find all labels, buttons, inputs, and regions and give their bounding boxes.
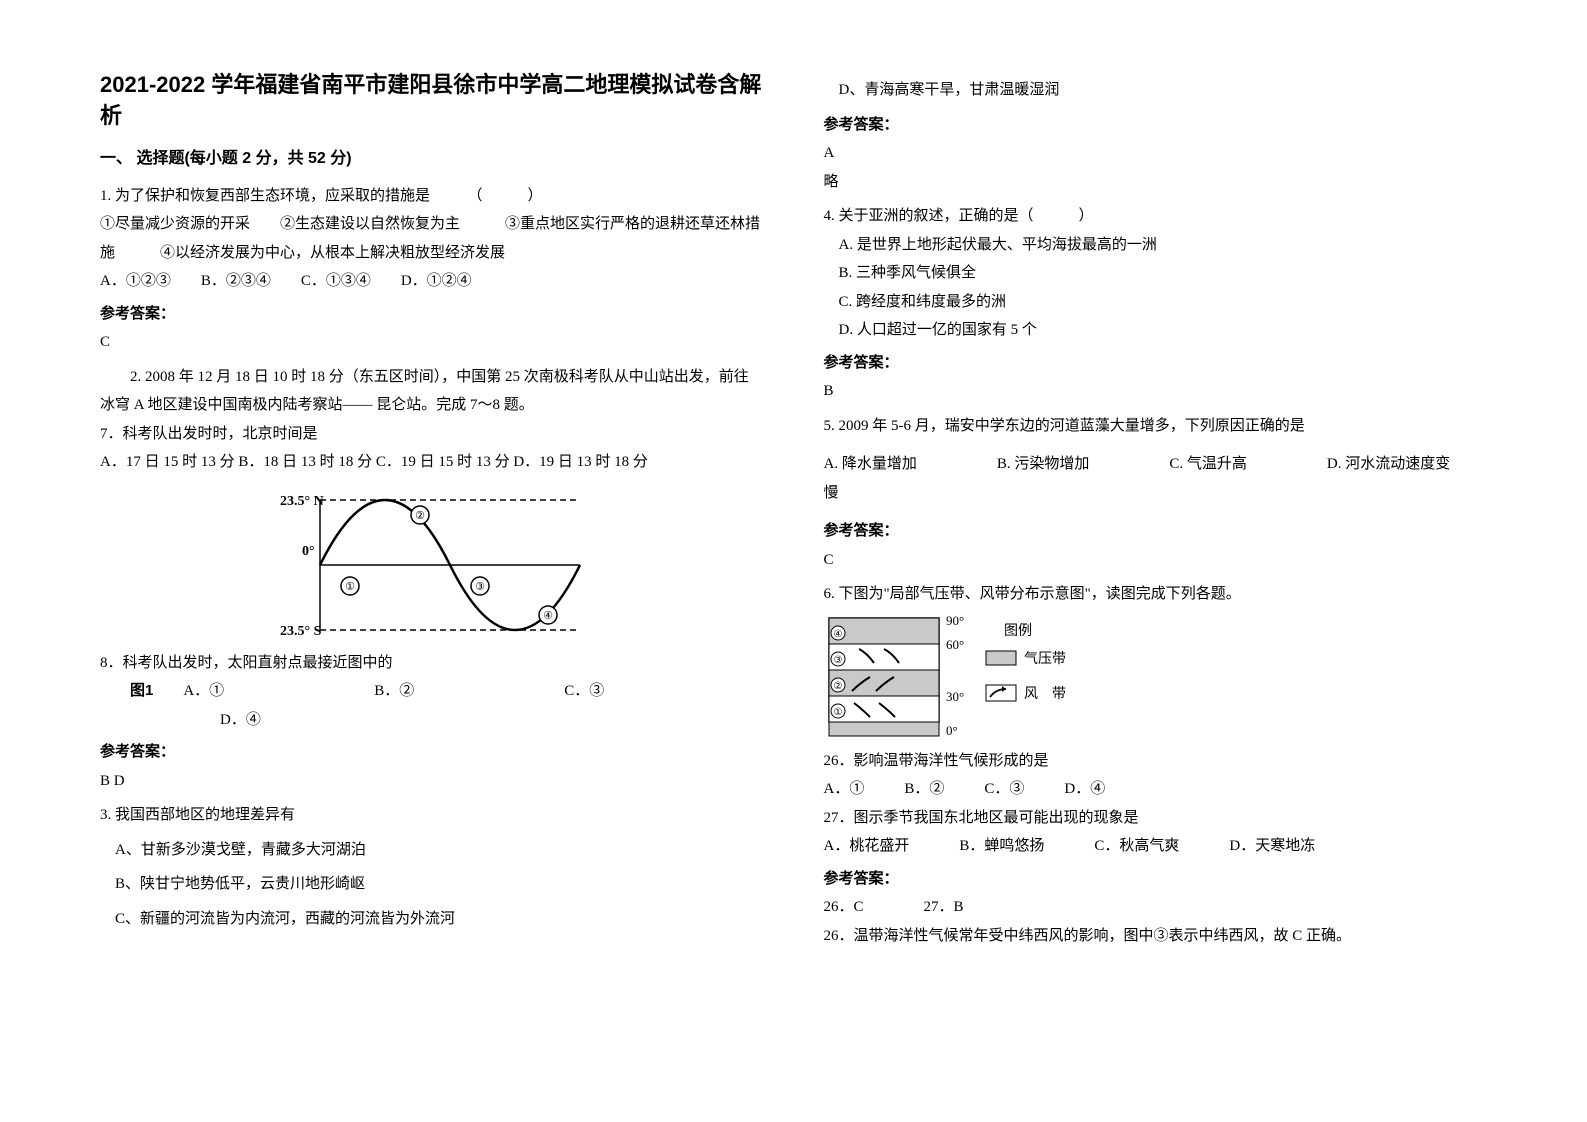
q1: 1. 为了保护和恢复西部生态环境，应采取的措施是 （ ） ①尽量减少资源的开采 … [100, 182, 764, 357]
legend-title: 图例 [1004, 623, 1032, 639]
svg-text:④: ④ [833, 629, 842, 640]
q5-opt-c: C. 气温升高 [1169, 450, 1247, 479]
svg-text:①: ① [833, 707, 842, 718]
svg-text:③: ③ [833, 655, 842, 666]
q6-stem: 6. 下图为"局部气压带、风带分布示意图"，读图完成下列各题。 [824, 580, 1488, 609]
lat-23n: 23.5° N [280, 494, 324, 509]
answer-label: 参考答案： [824, 517, 1488, 546]
q1-stem: 1. 为了保护和恢复西部生态环境，应采取的措施是 （ ） [100, 182, 764, 211]
svg-text:②: ② [833, 681, 842, 692]
q8-stem: 8．科考队出发时，太阳直射点最接近图中的 [100, 649, 393, 678]
q8-opt-a: A．① [183, 677, 224, 706]
q27-stem: 27．图示季节我国东北地区最可能出现的现象是 [824, 804, 1488, 833]
q4-answer: B [824, 377, 1488, 406]
q7-options: A．17 日 15 时 13 分 B．18 日 13 时 18 分 C．19 日… [100, 448, 764, 477]
q5-opt-d-tail: 慢 [824, 479, 1488, 508]
q5-answer: C [824, 546, 1488, 575]
q2-intro: 2. 2008 年 12 月 18 日 10 时 18 分（东五区时间），中国第… [100, 363, 764, 420]
q4-opt-d: D. 人口超过一亿的国家有 5 个 [824, 316, 1488, 345]
q6: 6. 下图为"局部气压带、风带分布示意图"，读图完成下列各题。 ① ② [824, 580, 1488, 950]
q26-opt-a: A．① [824, 775, 865, 804]
q8-opt-d: D．④ [220, 706, 764, 735]
mark-3: ③ [475, 581, 485, 593]
answer-label: 参考答案： [824, 349, 1488, 378]
answer-label: 参考答案： [100, 738, 764, 767]
mark-1: ① [345, 581, 355, 593]
q5: 5. 2009 年 5-6 月，瑞安中学东边的河道蓝藻大量增多，下列原因正确的是… [824, 412, 1488, 575]
q4-opt-a: A. 是世界上地形起伏最大、平均海拔最高的一洲 [824, 231, 1488, 260]
q3-explain: 略 [824, 168, 1488, 197]
q3-opt-b: B、陕甘宁地势低平，云贵川地形崎岖 [100, 870, 764, 899]
q26-opt-d: D．④ [1064, 775, 1105, 804]
section-header: 一、 选择题(每小题 2 分，共 52 分) [100, 144, 764, 174]
q5-opt-d: D. 河水流动速度变 [1327, 450, 1450, 479]
q26-opt-b: B．② [904, 775, 944, 804]
q26-stem: 26．影响温带海洋性气候形成的是 [824, 747, 1488, 776]
answer-label: 参考答案： [824, 111, 1488, 140]
q4: 4. 关于亚洲的叙述，正确的是（ ） A. 是世界上地形起伏最大、平均海拔最高的… [824, 202, 1488, 406]
svg-text:0°: 0° [946, 723, 958, 738]
q3-opt-d: D、青海高寒干旱，甘肃温暖湿润 [824, 76, 1488, 105]
legend-wind: 风 带 [1024, 686, 1066, 702]
figure-1-sine-wave: ① ② ③ ④ 23.5° N 0° 23.5° S [280, 485, 600, 645]
mark-4: ④ [543, 610, 553, 622]
legend-pressure: 气压带 [1024, 651, 1066, 667]
q5-opt-b: B. 污染物增加 [997, 450, 1090, 479]
answer-label: 参考答案： [824, 865, 1488, 894]
svg-text:30°: 30° [946, 689, 964, 704]
q3-opt-a: A、甘新多沙漠戈壁，青藏多大河湖泊 [100, 836, 764, 865]
page-title: 2021-2022 学年福建省南平市建阳县徐市中学高二地理模拟试卷含解析 [100, 70, 764, 132]
right-column: D、青海高寒干旱，甘肃温暖湿润 参考答案： A 略 4. 关于亚洲的叙述，正确的… [824, 70, 1488, 1082]
q4-stem: 4. 关于亚洲的叙述，正确的是（ ） [824, 202, 1488, 231]
q7-stem: 7．科考队出发时时，北京时间是 [100, 420, 764, 449]
q1-options: A．①②③ B．②③④ C．①③④ D．①②④ [100, 267, 764, 296]
q3: 3. 我国西部地区的地理差异有 A、甘新多沙漠戈壁，青藏多大河湖泊 B、陕甘宁地… [100, 801, 764, 933]
q26-opt-c: C．③ [984, 775, 1024, 804]
lat-23s: 23.5° S [280, 624, 322, 639]
figure-2-pressure-belts: ① ② ③ ④ 90° 60° 30° 0° 图例 气压带 风 带 [824, 613, 1084, 743]
q27-opt-b: B．蝉鸣悠扬 [959, 832, 1044, 861]
q27-answer: 27．B [924, 893, 964, 922]
lat-0: 0° [302, 544, 315, 559]
q1-answer: C [100, 328, 764, 357]
q2: 2. 2008 年 12 月 18 日 10 时 18 分（东五区时间），中国第… [100, 363, 764, 796]
mark-2: ② [415, 510, 425, 522]
q8-opt-c: C．③ [564, 677, 604, 706]
q3-answer: A [824, 139, 1488, 168]
q27-opt-a: A．桃花盛开 [824, 832, 910, 861]
q8-opt-b: B．② [374, 677, 414, 706]
q4-opt-c: C. 跨经度和纬度最多的洲 [824, 288, 1488, 317]
q3-stem: 3. 我国西部地区的地理差异有 [100, 801, 764, 830]
q1-choices-text: ①尽量减少资源的开采 ②生态建设以自然恢复为主 ③重点地区实行严格的退耕还草还林… [100, 210, 764, 267]
q5-opt-a: A. 降水量增加 [824, 450, 917, 479]
q26-answer: 26．C [824, 893, 864, 922]
svg-text:60°: 60° [946, 637, 964, 652]
figure1-label: 图1 [130, 677, 153, 706]
q27-opt-c: C．秋高气爽 [1094, 832, 1179, 861]
q3-opt-c: C、新疆的河流皆为内流河，西藏的河流皆为外流河 [100, 905, 764, 934]
q27-opt-d: D．天寒地冻 [1229, 832, 1315, 861]
q4-opt-b: B. 三种季风气候俱全 [824, 259, 1488, 288]
q6-explain: 26．温带海洋性气候常年受中纬西风的影响，图中③表示中纬西风，故 C 正确。 [824, 922, 1488, 951]
q5-stem: 5. 2009 年 5-6 月，瑞安中学东边的河道蓝藻大量增多，下列原因正确的是 [824, 412, 1488, 441]
answer-label: 参考答案： [100, 300, 764, 329]
q2-answer: B D [100, 767, 764, 796]
svg-text:90°: 90° [946, 613, 964, 628]
left-column: 2021-2022 学年福建省南平市建阳县徐市中学高二地理模拟试卷含解析 一、 … [100, 70, 764, 1082]
